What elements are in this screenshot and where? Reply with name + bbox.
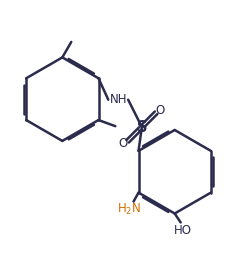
Text: NH: NH (109, 93, 127, 106)
Text: O: O (119, 137, 128, 150)
Text: HO: HO (174, 224, 192, 237)
Text: H$_2$N: H$_2$N (116, 202, 141, 217)
Text: S: S (137, 120, 147, 134)
Text: O: O (156, 104, 165, 117)
